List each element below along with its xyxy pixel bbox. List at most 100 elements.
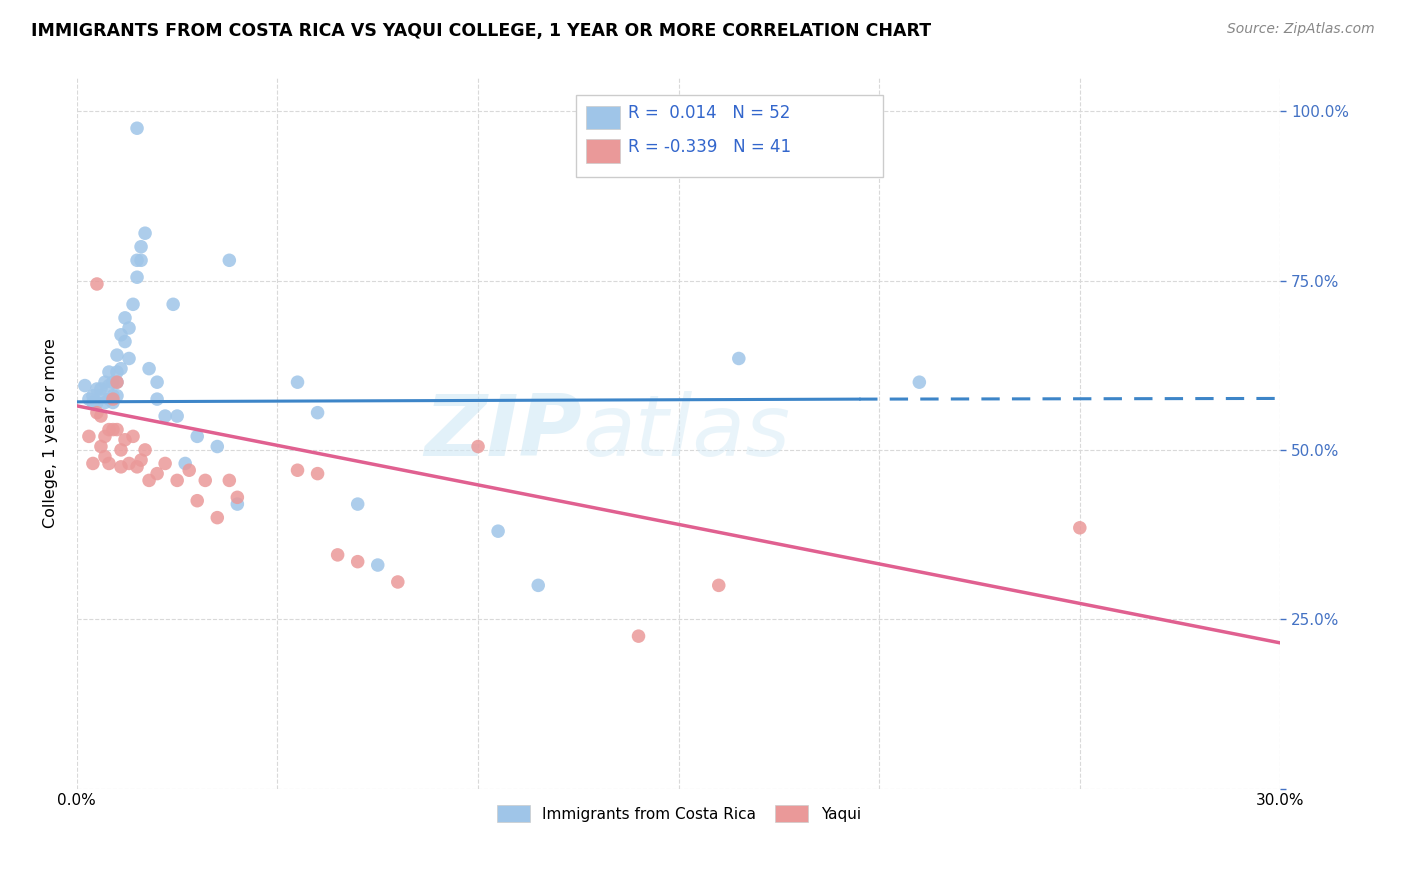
Point (226, 497, 249, 511)
Text: Source: ZipAtlas.com: Source: ZipAtlas.com (1227, 22, 1375, 37)
Point (118, 457, 141, 471)
Point (122, 297, 145, 311)
Point (77, 392, 100, 406)
Point (346, 555, 368, 569)
Y-axis label: College, 1 year or more: College, 1 year or more (44, 338, 58, 528)
Point (90, 389, 112, 403)
Point (110, 442, 132, 457)
Point (134, 442, 156, 457)
Point (90, 382, 112, 396)
Text: R = -0.339   N = 41: R = -0.339 N = 41 (628, 138, 792, 156)
Point (307, 406, 329, 420)
Point (218, 474, 240, 488)
Point (125, 270, 148, 285)
Point (110, 459, 132, 474)
Point (86, 395, 108, 409)
Point (174, 457, 197, 471)
Point (194, 474, 217, 488)
Point (707, 578, 730, 592)
Point (122, 429, 145, 443)
Point (387, 574, 409, 589)
Point (207, 440, 229, 454)
Point (166, 409, 188, 423)
Point (125, 459, 148, 474)
Point (114, 433, 136, 447)
Point (73, 378, 96, 392)
Point (94, 429, 117, 443)
Point (186, 429, 208, 443)
Point (287, 375, 309, 389)
Point (105, 375, 128, 389)
Point (486, 524, 509, 538)
Point (94, 375, 117, 389)
Point (125, 121, 148, 136)
Point (101, 392, 124, 406)
Point (138, 361, 160, 376)
Point (146, 392, 169, 406)
Point (86, 382, 108, 396)
Point (114, 310, 136, 325)
Text: IMMIGRANTS FROM COSTA RICA VS YAQUI COLLEGE, 1 YEAR OR MORE CORRELATION CHART: IMMIGRANTS FROM COSTA RICA VS YAQUI COLL… (31, 22, 931, 40)
Point (146, 467, 169, 481)
Point (367, 558, 389, 572)
Point (97, 423, 120, 437)
Point (326, 548, 349, 562)
Point (207, 510, 229, 524)
Point (129, 240, 152, 254)
Point (179, 463, 201, 477)
Point (153, 409, 176, 423)
Point (90, 409, 112, 423)
Legend: Immigrants from Costa Rica, Yaqui: Immigrants from Costa Rica, Yaqui (484, 793, 873, 834)
Point (118, 351, 141, 366)
Point (105, 365, 128, 379)
Point (287, 463, 309, 477)
Point (97, 378, 120, 392)
FancyBboxPatch shape (586, 139, 620, 162)
Point (134, 226, 156, 240)
Point (105, 348, 128, 362)
Point (86, 277, 108, 291)
Point (153, 457, 176, 471)
Point (94, 395, 117, 409)
Point (105, 375, 128, 389)
Point (162, 297, 184, 311)
Point (82, 389, 104, 403)
Point (527, 578, 550, 592)
Point (101, 389, 124, 403)
Point (467, 440, 489, 454)
Point (86, 406, 108, 420)
Text: ZIP: ZIP (425, 392, 582, 475)
Point (307, 467, 329, 481)
Point (129, 253, 152, 268)
Point (97, 365, 120, 379)
Point (77, 429, 100, 443)
Point (97, 457, 120, 471)
Text: atlas: atlas (582, 392, 790, 475)
Point (105, 389, 128, 403)
Point (727, 351, 749, 366)
Point (138, 474, 160, 488)
Point (186, 493, 208, 508)
Point (94, 450, 117, 464)
Point (82, 395, 104, 409)
Point (146, 375, 169, 389)
Point (218, 253, 240, 268)
Point (101, 375, 124, 389)
Point (105, 423, 128, 437)
Point (908, 375, 931, 389)
Point (346, 497, 368, 511)
Point (101, 395, 124, 409)
Point (627, 629, 650, 643)
Point (1069, 521, 1091, 535)
Point (110, 327, 132, 342)
Point (114, 334, 136, 349)
Point (82, 457, 104, 471)
Point (90, 440, 112, 454)
Point (118, 321, 141, 335)
Point (129, 453, 152, 467)
Point (101, 423, 124, 437)
Point (97, 392, 120, 406)
Point (125, 253, 148, 268)
Point (110, 361, 132, 376)
Point (166, 474, 188, 488)
